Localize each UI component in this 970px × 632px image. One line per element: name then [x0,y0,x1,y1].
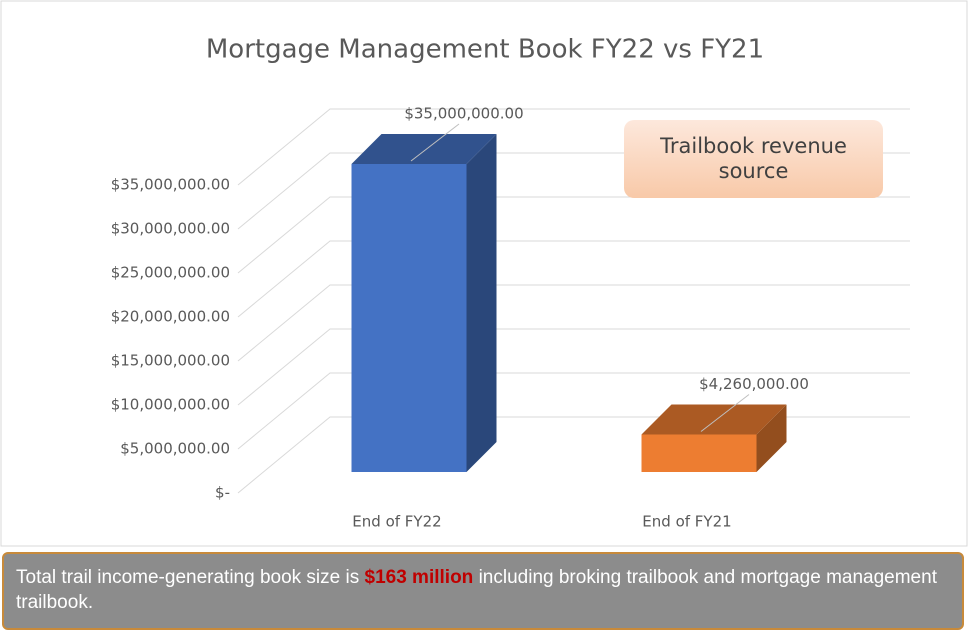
bar [641,404,787,472]
x-tick-label: End of FY22 [352,513,441,531]
x-tick-label: End of FY21 [642,513,731,531]
grid-line [237,240,910,318]
caption-text: including broking trailbook and mortgage… [16,567,937,613]
bar-top [641,404,787,435]
annotation: Trailbook revenue source [624,120,883,198]
bar-front [641,434,757,472]
grid-line [237,372,910,450]
leader-line [700,394,750,432]
y-tick-label: $10,000,000.00 [111,396,230,414]
y-tick-label: $25,000,000.00 [111,264,230,282]
bar-side [466,134,497,472]
y-tick-label: $15,000,000.00 [111,352,230,370]
bar [351,134,497,472]
chart: Mortgage Management Book FY22 vs FY21 $-… [0,0,968,547]
grid-line [237,328,910,406]
caption-text: Total trail income-generating book size … [16,567,365,588]
y-tick-label: $- [215,484,230,502]
bar-top [351,134,497,164]
caption-highlight: $163 million [364,567,474,588]
bar-front [351,164,467,472]
leader-line [410,123,460,162]
y-tick-label: $35,000,000.00 [111,176,230,194]
y-tick-label: $5,000,000.00 [120,440,230,458]
grid-line [237,284,910,362]
bar-side [756,404,787,472]
chart-title: Mortgage Management Book FY22 vs FY21 [206,35,764,65]
caption: Total trail income-generating book size … [2,552,964,630]
value-label: $4,260,000.00 [699,375,809,393]
grid-line [237,108,910,186]
y-tick-label: $20,000,000.00 [111,308,230,326]
y-tick-label: $30,000,000.00 [111,220,230,238]
value-label: $35,000,000.00 [404,105,523,123]
